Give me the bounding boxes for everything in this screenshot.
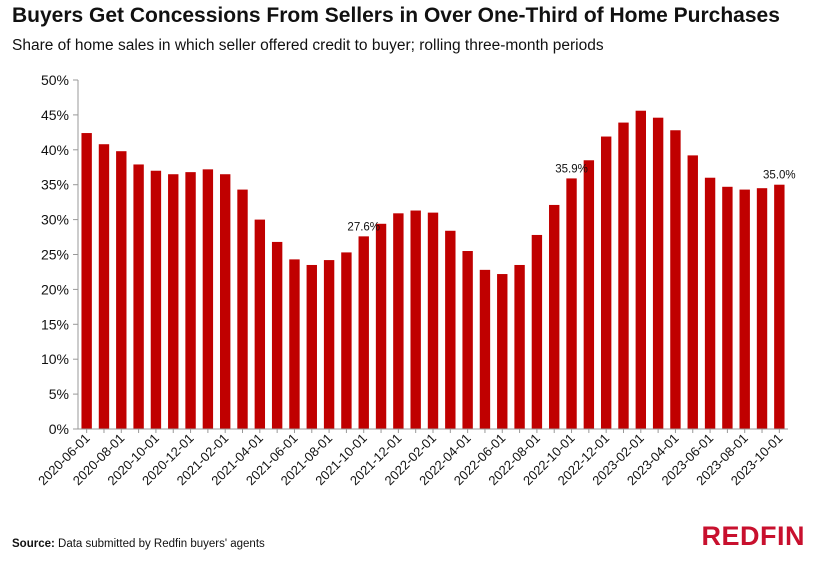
bar (722, 186, 733, 429)
bar (289, 259, 300, 429)
source-label: Source: (12, 538, 55, 550)
bar (81, 133, 92, 429)
bar (635, 110, 646, 429)
bar (531, 234, 543, 429)
source-note: Source: Data submitted by Redfin buyers'… (12, 538, 265, 550)
bar (116, 151, 127, 430)
bar (237, 189, 248, 429)
bar (323, 260, 335, 429)
bar (618, 122, 629, 429)
bar (220, 174, 231, 429)
bar (393, 213, 404, 429)
y-tick-label: 10% (41, 351, 69, 367)
bar (427, 212, 439, 429)
bar (583, 160, 595, 429)
bar (462, 251, 473, 429)
bar (566, 178, 577, 429)
bar (410, 210, 421, 429)
bar (479, 269, 491, 429)
y-tick-label: 25% (41, 247, 69, 263)
source-text: Data submitted by Redfin buyers' agents (54, 538, 265, 550)
redfin-logo: REDFIN (701, 521, 805, 551)
bar (150, 170, 162, 430)
chart-subtitle: Share of home sales in which seller offe… (12, 37, 604, 54)
bar (739, 189, 750, 429)
bar (133, 164, 144, 429)
bar (670, 130, 681, 430)
y-tick-label: 40% (41, 142, 69, 158)
bar (358, 236, 369, 429)
bar (98, 144, 110, 429)
bar (514, 264, 525, 429)
bar (756, 188, 768, 429)
y-tick-label: 35% (41, 177, 69, 193)
bar (774, 184, 785, 429)
bar (687, 155, 698, 429)
bar (375, 223, 387, 429)
bar (341, 252, 352, 429)
bar (652, 117, 664, 429)
y-tick-label: 20% (41, 281, 69, 297)
data-label: 35.0% (763, 170, 796, 182)
data-label: 27.6% (347, 221, 380, 233)
bar (549, 204, 560, 429)
bar (497, 274, 508, 429)
y-tick-label: 50% (41, 72, 69, 88)
y-tick-label: 0% (49, 421, 69, 437)
bar (600, 136, 612, 429)
y-tick-label: 5% (49, 386, 69, 402)
bar (185, 172, 196, 430)
data-label: 35.9% (555, 163, 588, 175)
bar (445, 230, 456, 429)
y-tick-label: 30% (41, 212, 69, 228)
bar (271, 241, 283, 429)
bar (202, 169, 214, 429)
y-tick-label: 15% (41, 316, 69, 332)
bar (254, 219, 266, 429)
bar (306, 264, 317, 429)
chart-title: Buyers Get Concessions From Sellers in O… (12, 4, 780, 27)
bar (168, 174, 179, 429)
y-tick-label: 45% (41, 107, 69, 123)
bar (704, 177, 716, 429)
